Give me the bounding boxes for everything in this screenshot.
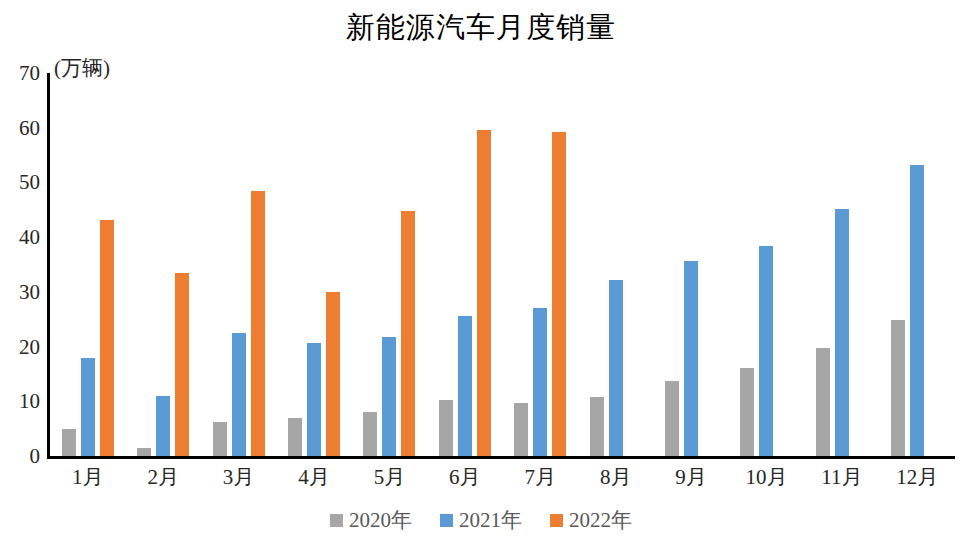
x-label-12月: 12月 (882, 464, 952, 490)
bar-2022年-5月 (401, 211, 415, 456)
bar-2021年-12月 (910, 165, 924, 456)
bar-2020年-11月 (816, 348, 830, 456)
y-tick-30: 30 (0, 280, 40, 304)
y-tick-0: 0 (0, 444, 40, 468)
x-label-8月: 8月 (581, 464, 651, 490)
legend-swatch-icon (550, 514, 563, 527)
x-label-6月: 6月 (430, 464, 500, 490)
y-tick-50: 50 (0, 170, 40, 194)
legend: 2020年 2021年 2022年 (0, 506, 962, 534)
y-tick-40: 40 (0, 225, 40, 249)
bar-2022年-1月 (100, 220, 114, 456)
bar-2021年-9月 (684, 261, 698, 456)
bar-2020年-5月 (363, 412, 377, 456)
bar-2021年-10月 (759, 246, 773, 456)
legend-label: 2021年 (459, 506, 522, 534)
legend-swatch-icon (330, 514, 343, 527)
legend-item-2020年: 2020年 (330, 506, 412, 534)
legend-item-2021年: 2021年 (440, 506, 522, 534)
plot-area (47, 73, 955, 459)
y-tick-60: 60 (0, 116, 40, 140)
bar-2021年-8月 (609, 280, 623, 456)
bar-2021年-5月 (382, 337, 396, 456)
bar-2021年-1月 (81, 358, 95, 456)
bar-2022年-6月 (477, 130, 491, 456)
x-label-2月: 2月 (128, 464, 198, 490)
bar-2020年-1月 (62, 429, 76, 456)
x-label-7月: 7月 (505, 464, 575, 490)
y-tick-70: 70 (0, 61, 40, 85)
legend-swatch-icon (440, 514, 453, 527)
legend-label: 2020年 (349, 506, 412, 534)
bar-2021年-3月 (232, 333, 246, 456)
bar-2022年-7月 (552, 132, 566, 456)
bar-2020年-8月 (590, 397, 604, 456)
bar-2020年-7月 (514, 403, 528, 456)
x-label-1月: 1月 (53, 464, 123, 490)
x-label-11月: 11月 (807, 464, 877, 490)
chart-title: 新能源汽车月度销量 (0, 8, 962, 48)
bar-2020年-3月 (213, 422, 227, 456)
bar-2020年-2月 (137, 448, 151, 456)
bar-2022年-2月 (175, 273, 189, 456)
bar-2020年-6月 (439, 400, 453, 456)
bar-2021年-4月 (307, 343, 321, 456)
x-label-3月: 3月 (204, 464, 274, 490)
legend-item-2022年: 2022年 (550, 506, 632, 534)
bar-2021年-6月 (458, 316, 472, 456)
y-tick-20: 20 (0, 335, 40, 359)
bar-2021年-7月 (533, 308, 547, 456)
x-label-10月: 10月 (731, 464, 801, 490)
legend-label: 2022年 (569, 506, 632, 534)
bar-2021年-2月 (156, 396, 170, 456)
x-label-4月: 4月 (279, 464, 349, 490)
bar-2022年-4月 (326, 292, 340, 456)
bar-2020年-10月 (740, 368, 754, 456)
bar-2020年-9月 (665, 381, 679, 457)
bar-2022年-3月 (251, 191, 265, 456)
chart-container: 新能源汽车月度销量 (万辆) 010203040506070 1月2月3月4月5… (0, 0, 962, 542)
y-tick-10: 10 (0, 389, 40, 413)
bar-2020年-12月 (891, 320, 905, 456)
bar-2021年-11月 (835, 209, 849, 456)
x-label-5月: 5月 (354, 464, 424, 490)
bar-2020年-4月 (288, 418, 302, 456)
x-label-9月: 9月 (656, 464, 726, 490)
